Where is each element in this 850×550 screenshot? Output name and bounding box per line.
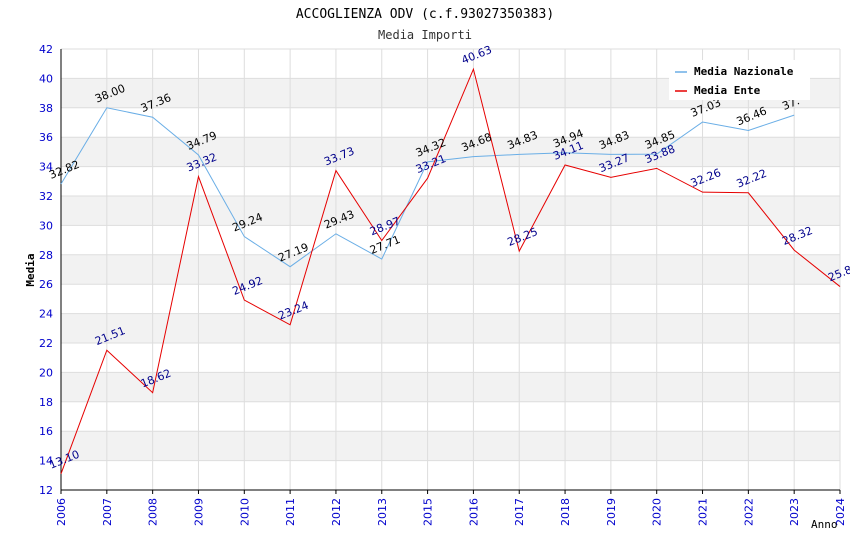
legend-box — [669, 60, 810, 100]
x-tick-label: 2011 — [284, 498, 297, 526]
x-tick-label: 2024 — [834, 498, 847, 526]
legend-label-media-nazionale: Media Nazionale — [694, 65, 794, 78]
y-tick-label: 30 — [39, 219, 53, 232]
series-line-media-nazionale — [60, 107, 795, 268]
x-tick-labels: 2006 2007 2008 2009 2010 2011 2012 2013 2015 2016… — [55, 498, 847, 526]
y-tick-label: 38 — [39, 102, 53, 115]
plot-band — [61, 196, 840, 226]
plot-band — [61, 137, 840, 167]
series-line-media-ente — [60, 67, 841, 475]
axes — [60, 49, 841, 494]
y-tick-label: 24 — [39, 308, 53, 321]
x-tick-label: 2022 — [742, 498, 755, 526]
y-tick-label: 14 — [39, 455, 53, 468]
y-tick-label: 18 — [39, 396, 53, 409]
y-tick-label: 28 — [39, 249, 53, 262]
gridlines — [60, 48, 841, 491]
y-tick-label: 16 — [39, 425, 53, 438]
x-tick-label: 2023 — [788, 498, 801, 526]
y-tick-label: 36 — [39, 131, 53, 144]
x-tick-label: 2013 — [376, 498, 389, 526]
y-tick-label: 32 — [39, 190, 53, 203]
data-label: 28.32 — [780, 224, 814, 248]
x-tick-label: 2017 — [513, 498, 526, 526]
y-tick-label: 34 — [39, 161, 53, 174]
x-tick-label: 2009 — [192, 498, 205, 526]
y-tick-label: 42 — [39, 43, 53, 56]
series-lines — [60, 67, 841, 475]
x-axis-label: Anno — [811, 518, 838, 531]
chart-title: ACCOGLIENZA ODV (c.f.93027350383) — [296, 7, 554, 22]
x-tick-label: 2008 — [147, 498, 160, 526]
y-tick-label: 22 — [39, 337, 53, 350]
y-tick-label: 12 — [39, 484, 53, 497]
plot-band — [61, 431, 840, 461]
plot-band — [61, 372, 840, 402]
y-axis-label: Media — [24, 253, 37, 286]
y-tick-labels: 12 14 16 18 20 22 24 26 28 30 32 34 36 38 40 42 — [39, 43, 53, 497]
x-tick-label: 2006 — [55, 498, 68, 526]
legend-label-media-ente: Media Ente — [694, 84, 761, 97]
plot-band — [61, 254, 840, 285]
chart-subtitle: Media Importi — [378, 28, 472, 42]
data-label: 40.63 — [460, 43, 494, 67]
legend: Media Nazionale Media Ente — [669, 60, 810, 100]
x-tick-label: 2016 — [467, 498, 480, 526]
x-tick-label: 2021 — [697, 498, 710, 526]
x-tick-label: 2018 — [559, 498, 572, 526]
x-tick-label: 2012 — [330, 498, 343, 526]
y-tick-label: 26 — [39, 278, 53, 291]
y-tick-label: 20 — [39, 366, 53, 379]
data-label: 32.22 — [735, 167, 769, 191]
x-tick-label: 2019 — [605, 498, 618, 526]
x-tick-label: 2007 — [101, 498, 114, 526]
data-label: 32.26 — [689, 166, 723, 190]
x-tick-label: 2010 — [238, 498, 251, 526]
y-tick-label: 40 — [39, 72, 53, 85]
plot-bands — [61, 78, 840, 461]
plot-band — [61, 313, 840, 343]
x-tick-label: 2015 — [422, 498, 435, 526]
x-tick-label: 2020 — [651, 498, 664, 526]
